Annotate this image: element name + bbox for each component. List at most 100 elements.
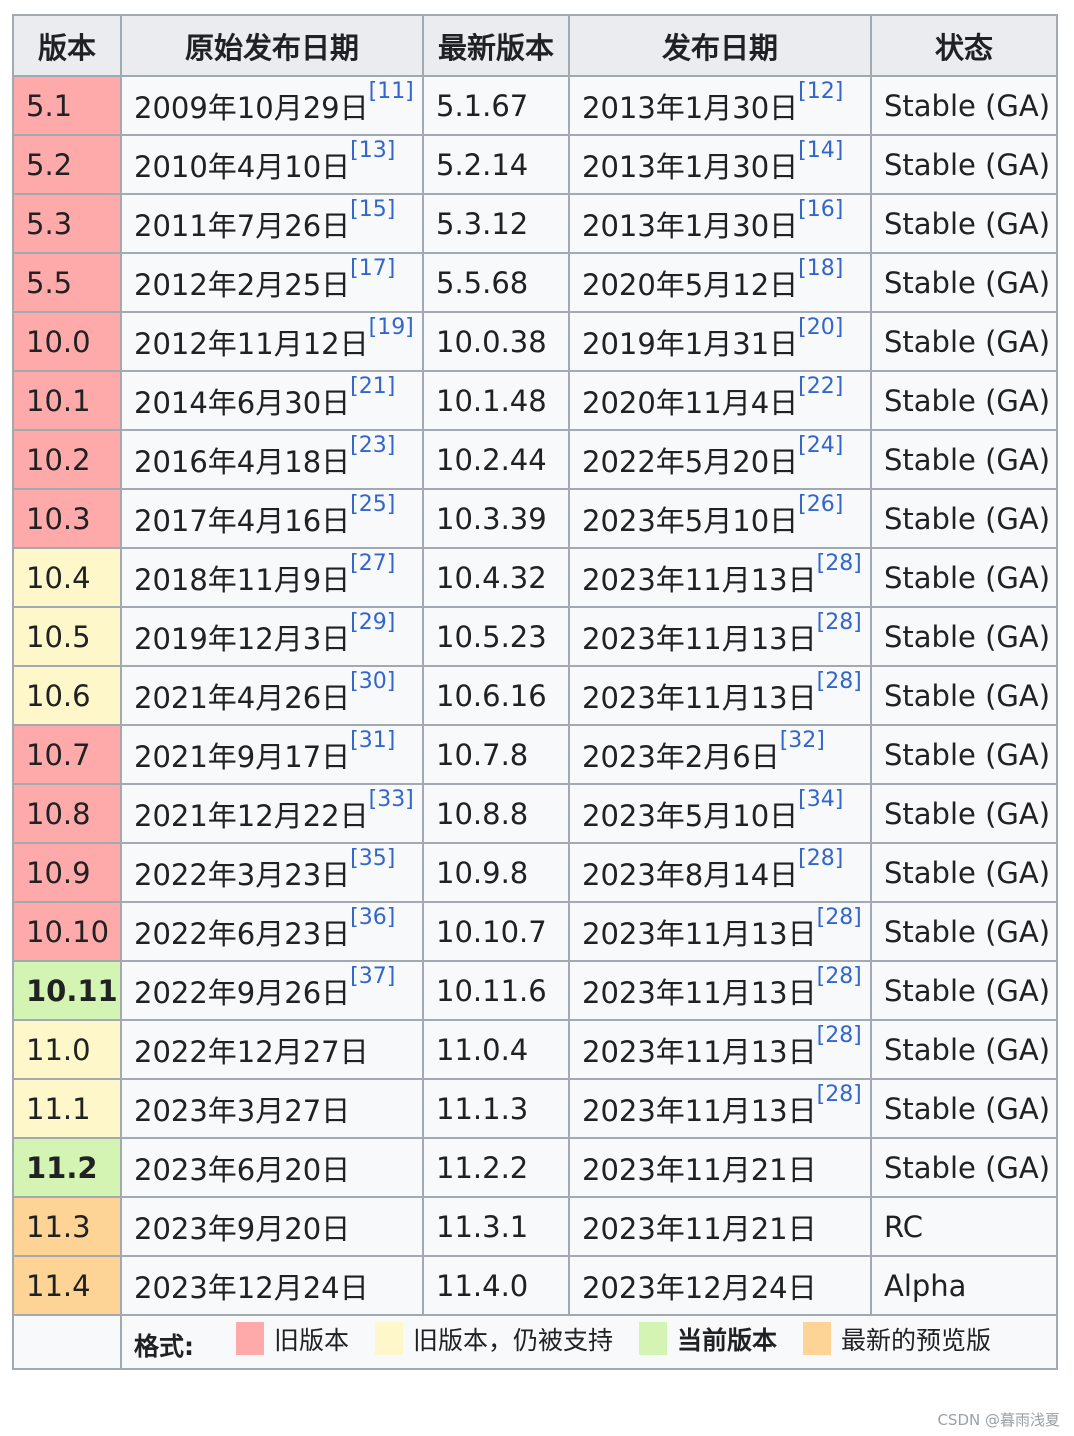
version-cell: 11.3 [12,1196,122,1257]
original-release-date-cell: 2009年10月29日[11] [120,75,424,136]
status-cell: Stable (GA) [870,842,1058,903]
reference-link[interactable]: [28] [816,668,862,694]
version-cell-text: 10.9 [26,855,91,890]
original-release-date-cell-text: 2021年9月17日 [134,739,351,774]
table-row: 11.3 2023年9月20日 11.3.1 2023年11月21日 RC [12,1196,1058,1257]
release-date-cell-text: 2023年11月13日 [582,621,817,656]
reference-link[interactable]: [19] [368,314,414,340]
status-cell-text: Stable (GA) [884,914,1051,949]
version-cell: 10.4 [12,547,122,608]
version-cell: 10.2 [12,429,122,490]
latest-version-cell-text: 11.0.4 [436,1032,529,1067]
reference-link[interactable]: [22] [798,373,844,399]
latest-version-cell-text: 11.3.1 [436,1209,529,1244]
status-cell-text: Stable (GA) [884,383,1051,418]
version-cell-text: 10.8 [26,796,91,831]
release-date-cell: 2023年11月21日 [568,1137,872,1198]
reference-link[interactable]: [12] [798,78,844,104]
version-cell-text: 10.0 [26,324,91,359]
reference-link[interactable]: [28] [816,1022,862,1048]
reference-link[interactable]: [28] [816,963,862,989]
reference-link[interactable]: [33] [368,786,414,812]
reference-link[interactable]: [28] [816,904,862,930]
original-release-date-cell: 2023年3月27日 [120,1078,424,1139]
reference-link[interactable]: [29] [350,609,396,635]
status-cell-text: Alpha [884,1268,967,1303]
version-cell: 5.2 [12,134,122,195]
table-row: 10.3 2017年4月16日[25] 10.3.39 2023年5月10日[26] S… [12,488,1058,549]
reference-link[interactable]: [15] [350,196,396,222]
original-release-date-cell-text: 2019年12月3日 [134,621,351,656]
reference-link[interactable]: [32] [779,727,825,753]
status-cell-text: Stable (GA) [884,855,1051,890]
reference-link[interactable]: [14] [798,137,844,163]
latest-version-cell-text: 11.1.3 [436,1091,529,1126]
version-cell: 5.5 [12,252,122,313]
status-cell-text: Stable (GA) [884,796,1051,831]
legend-swatch [374,1322,403,1356]
version-cell: 10.9 [12,842,122,903]
table-row: 10.10 2022年6月23日[36] 10.10.7 2023年11月13日[28… [12,901,1058,962]
reference-link[interactable]: [26] [798,491,844,517]
release-date-cell: 2023年5月10日[34] [568,783,872,844]
reference-link[interactable]: [37] [350,963,396,989]
latest-version-cell: 10.0.38 [422,311,570,372]
latest-version-cell: 11.1.3 [422,1078,570,1139]
status-cell-text: Stable (GA) [884,501,1051,536]
reference-link[interactable]: [18] [798,255,844,281]
reference-link[interactable]: [11] [368,78,414,104]
original-release-date-cell-text: 2018年11月9日 [134,562,351,597]
legend-empty-cell [12,1314,122,1370]
release-date-cell: 2023年11月21日 [568,1196,872,1257]
version-cell-text: 10.2 [26,442,91,477]
reference-link[interactable]: [21] [350,373,396,399]
latest-version-cell: 10.5.23 [422,606,570,667]
latest-version-cell-text: 10.8.8 [436,796,529,831]
original-release-date-cell: 2014年6月30日[21] [120,370,424,431]
reference-link[interactable]: [28] [816,609,862,635]
latest-version-cell: 5.5.68 [422,252,570,313]
original-release-date-cell: 2022年6月23日[36] [120,901,424,962]
reference-link[interactable]: [35] [350,845,396,871]
reference-link[interactable]: [20] [798,314,844,340]
table-row: 10.1 2014年6月30日[21] 10.1.48 2020年11月4日[22] S… [12,370,1058,431]
original-release-date-cell: 2010年4月10日[13] [120,134,424,195]
reference-link[interactable]: [28] [816,550,862,576]
latest-version-cell-text: 10.4.32 [436,560,547,595]
legend-label: 最新的预览版 [841,1325,992,1355]
reference-link[interactable]: [24] [798,432,844,458]
release-date-cell-text: 2023年11月13日 [582,975,817,1010]
reference-link[interactable]: [28] [816,1081,862,1107]
legend-swatch [235,1322,264,1356]
legend-item: 最新的预览版 [803,1321,991,1357]
reference-link[interactable]: [28] [798,845,844,871]
version-cell-text: 5.2 [26,147,73,182]
release-date-cell-text: 2023年11月21日 [582,1152,817,1187]
version-cell: 11.4 [12,1255,122,1316]
table-row: 5.2 2010年4月10日[13] 5.2.14 2013年1月30日[14] Sta… [12,134,1058,195]
release-date-cell-text: 2020年5月12日 [582,267,799,302]
latest-version-cell-text: 10.2.44 [436,442,547,477]
original-release-date-cell-text: 2023年3月27日 [134,1093,351,1128]
release-date-cell: 2023年5月10日[26] [568,488,872,549]
legend-label: 旧版本，仍被支持 [412,1325,613,1355]
reference-link[interactable]: [31] [350,727,396,753]
status-cell: Stable (GA) [870,134,1058,195]
reference-link[interactable]: [36] [350,904,396,930]
status-cell: Stable (GA) [870,252,1058,313]
latest-version-cell: 10.6.16 [422,665,570,726]
reference-link[interactable]: [30] [350,668,396,694]
reference-link[interactable]: [25] [350,491,396,517]
release-date-cell-text: 2013年1月30日 [582,208,799,243]
reference-link[interactable]: [27] [350,550,396,576]
reference-link[interactable]: [23] [350,432,396,458]
reference-link[interactable]: [13] [350,137,396,163]
reference-link[interactable]: [17] [350,255,396,281]
release-date-cell: 2023年8月14日[28] [568,842,872,903]
release-date-cell: 2023年11月13日[28] [568,1019,872,1080]
original-release-date-cell-text: 2023年12月24日 [134,1270,369,1305]
original-release-date-cell-text: 2009年10月29日 [134,90,369,125]
reference-link[interactable]: [16] [798,196,844,222]
original-release-date-cell-text: 2022年3月23日 [134,857,351,892]
reference-link[interactable]: [34] [798,786,844,812]
